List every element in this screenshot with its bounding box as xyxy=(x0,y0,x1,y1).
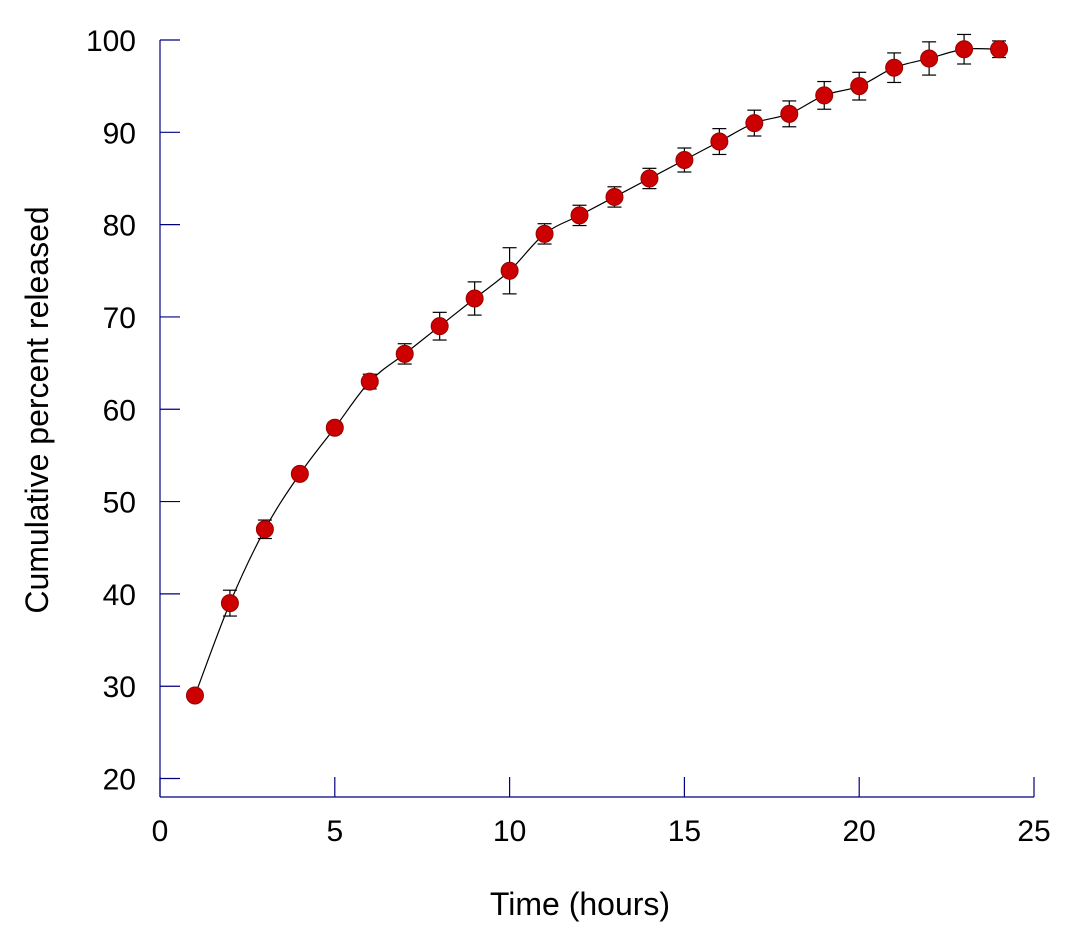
y-tick-label: 90 xyxy=(103,117,136,150)
data-point xyxy=(815,86,834,105)
y-tick-label: 20 xyxy=(103,764,136,797)
x-tick-label: 25 xyxy=(1017,815,1050,848)
data-point xyxy=(220,594,239,613)
data-point xyxy=(535,224,554,243)
data-point xyxy=(605,187,624,206)
x-tick-label: 0 xyxy=(152,815,169,848)
y-tick-label: 40 xyxy=(103,579,136,612)
data-point xyxy=(185,686,204,705)
data-point xyxy=(325,418,344,437)
y-tick-label: 80 xyxy=(103,210,136,243)
x-tick-label: 10 xyxy=(493,815,526,848)
data-point xyxy=(990,40,1009,59)
data-point xyxy=(955,40,974,59)
series-line xyxy=(194,47,1000,696)
data-point xyxy=(640,169,659,188)
data-point xyxy=(255,520,274,539)
data-point xyxy=(850,77,869,96)
data-point xyxy=(885,58,904,77)
y-tick-label: 70 xyxy=(103,302,136,335)
data-point xyxy=(465,289,484,308)
data-point xyxy=(920,49,939,68)
data-point xyxy=(570,206,589,225)
y-axis-title: Cumulative percent released xyxy=(19,206,55,613)
y-ticks: 20 30 40 50 60 70 80 90 100 xyxy=(86,25,180,797)
x-tick-label: 5 xyxy=(326,815,343,848)
data-point xyxy=(500,261,519,280)
y-tick-label: 30 xyxy=(103,671,136,704)
series-group xyxy=(185,33,1009,705)
data-point xyxy=(395,344,414,363)
x-tick-label: 15 xyxy=(668,815,701,848)
data-point xyxy=(675,151,694,170)
y-tick-label: 100 xyxy=(86,25,136,58)
data-point xyxy=(780,104,799,123)
y-tick-label: 50 xyxy=(103,487,136,520)
data-point xyxy=(710,132,729,151)
data-point xyxy=(430,317,449,336)
data-point xyxy=(745,114,764,133)
x-ticks: 0 5 10 15 20 25 xyxy=(152,777,1051,848)
axes xyxy=(159,40,1034,798)
y-tick-label: 60 xyxy=(103,394,136,427)
x-axis-title: Time (hours) xyxy=(490,886,670,922)
data-point xyxy=(290,464,309,483)
data-point xyxy=(360,372,379,391)
x-tick-label: 20 xyxy=(843,815,876,848)
